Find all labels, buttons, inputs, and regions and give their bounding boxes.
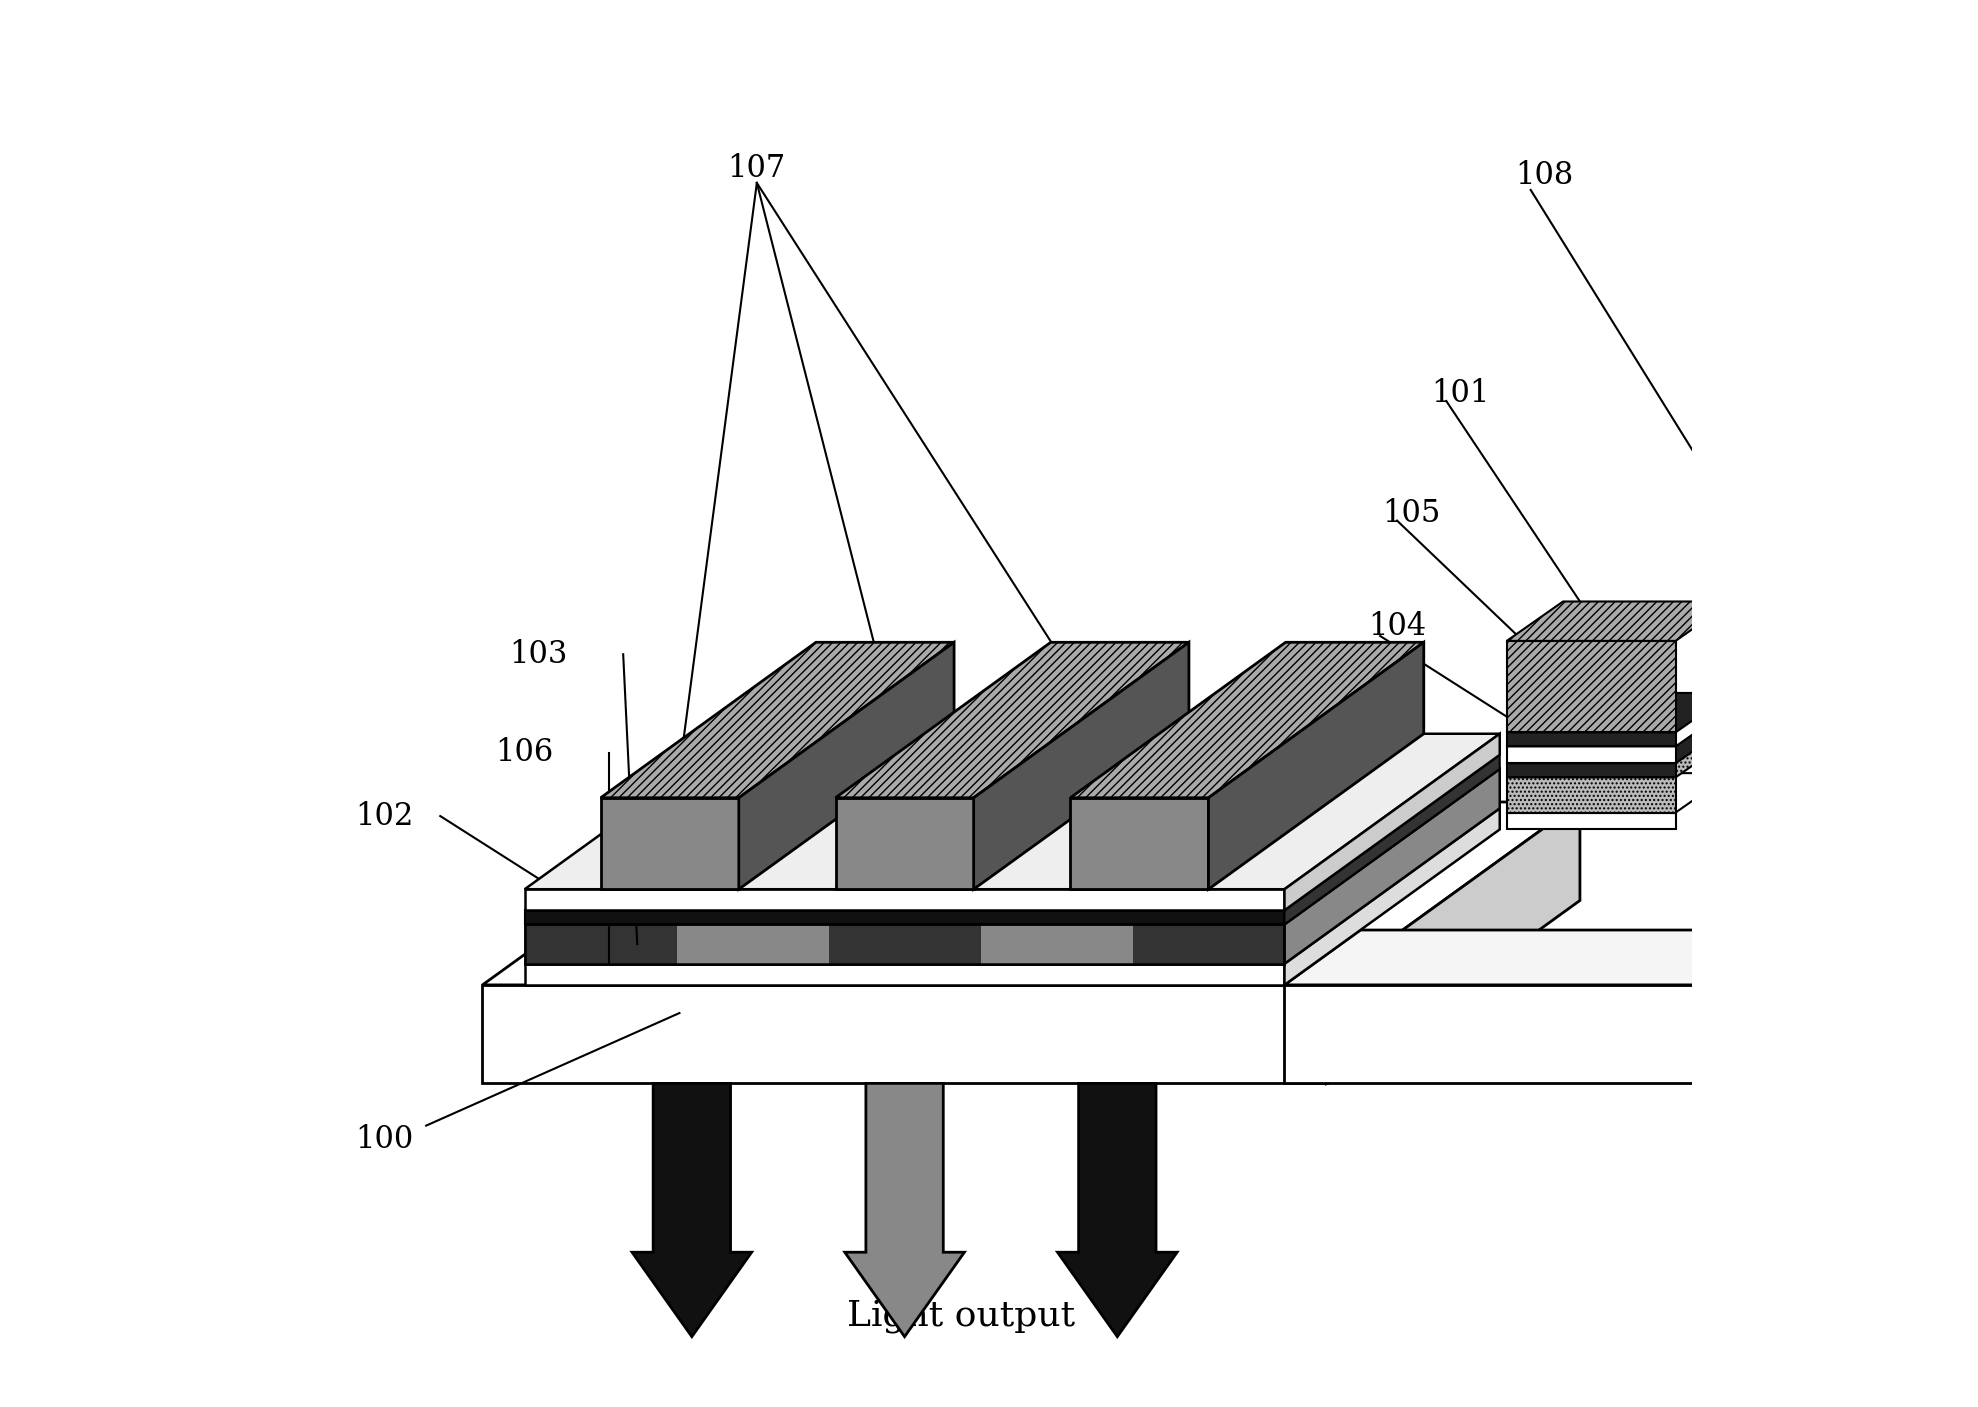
Polygon shape xyxy=(676,768,1044,924)
Polygon shape xyxy=(524,754,1499,910)
Polygon shape xyxy=(981,768,1347,924)
Polygon shape xyxy=(524,889,1284,910)
Polygon shape xyxy=(1070,642,1424,798)
Text: 100: 100 xyxy=(354,1124,413,1155)
Polygon shape xyxy=(524,924,1284,964)
Polygon shape xyxy=(1507,746,1675,763)
Polygon shape xyxy=(981,924,1133,964)
Polygon shape xyxy=(1058,1083,1177,1337)
Polygon shape xyxy=(676,924,829,964)
Text: 106: 106 xyxy=(496,737,554,768)
Polygon shape xyxy=(1507,602,1733,642)
Polygon shape xyxy=(483,985,1327,1083)
Text: 107: 107 xyxy=(728,153,785,184)
Polygon shape xyxy=(1507,774,1733,813)
Polygon shape xyxy=(1284,734,1499,910)
Polygon shape xyxy=(1507,737,1733,777)
Polygon shape xyxy=(1284,754,1499,924)
Text: 105: 105 xyxy=(1383,498,1440,529)
Polygon shape xyxy=(1284,768,1499,964)
Polygon shape xyxy=(1747,608,1915,647)
Polygon shape xyxy=(1507,763,1675,777)
Polygon shape xyxy=(1209,642,1424,889)
Polygon shape xyxy=(1070,798,1209,889)
Polygon shape xyxy=(1507,777,1675,813)
Polygon shape xyxy=(524,734,1499,889)
Polygon shape xyxy=(829,768,1197,924)
Text: 108: 108 xyxy=(1515,160,1574,191)
Polygon shape xyxy=(740,642,953,889)
Polygon shape xyxy=(524,808,1499,964)
Polygon shape xyxy=(1284,930,1976,985)
Text: 103: 103 xyxy=(510,639,568,670)
Polygon shape xyxy=(1284,985,1901,1083)
Polygon shape xyxy=(1507,694,1733,733)
Polygon shape xyxy=(524,924,676,964)
Polygon shape xyxy=(1507,642,1675,733)
Polygon shape xyxy=(835,642,1189,798)
Polygon shape xyxy=(601,798,740,889)
Polygon shape xyxy=(1327,802,1580,1083)
Polygon shape xyxy=(1284,808,1499,985)
Polygon shape xyxy=(1133,768,1499,924)
Polygon shape xyxy=(973,642,1189,889)
Text: Light output: Light output xyxy=(847,1299,1074,1332)
Polygon shape xyxy=(524,768,892,924)
Text: 101: 101 xyxy=(1432,378,1489,409)
Polygon shape xyxy=(845,1083,965,1337)
Polygon shape xyxy=(483,802,1580,985)
Polygon shape xyxy=(1507,813,1675,830)
Polygon shape xyxy=(1859,608,1915,830)
Polygon shape xyxy=(1747,647,1859,830)
Polygon shape xyxy=(524,910,1284,924)
Polygon shape xyxy=(829,924,981,964)
Text: 102: 102 xyxy=(354,801,413,832)
Polygon shape xyxy=(1507,733,1675,746)
Polygon shape xyxy=(1133,924,1284,964)
Text: 104: 104 xyxy=(1369,611,1426,642)
Polygon shape xyxy=(633,1083,752,1337)
Polygon shape xyxy=(524,768,1499,924)
Polygon shape xyxy=(524,964,1284,985)
Polygon shape xyxy=(601,642,953,798)
Polygon shape xyxy=(1507,708,1733,746)
Polygon shape xyxy=(835,798,973,889)
Polygon shape xyxy=(1507,725,1733,763)
